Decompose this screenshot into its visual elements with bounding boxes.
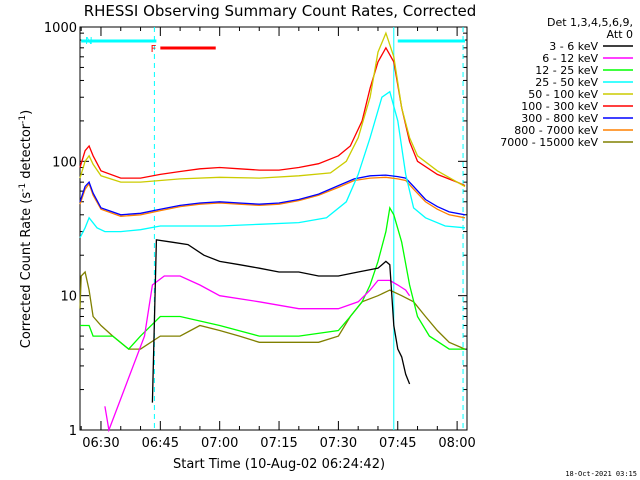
legend-label: 100 - 300 keV	[521, 100, 598, 113]
legend-label: 25 - 50 keV	[535, 76, 598, 89]
series-line	[151, 239, 411, 403]
legend-label: 50 - 100 keV	[528, 88, 598, 101]
y-axis-label-start: Corrected Count Rate (s	[19, 192, 34, 349]
flag-label: F	[151, 44, 157, 55]
y-axis-label-mid: detector	[19, 123, 34, 183]
y-tick-label: 100	[52, 155, 77, 170]
y-tick-label: 1000	[44, 21, 77, 36]
x-tick-label: 07:45	[379, 436, 416, 451]
chart-title: RHESSI Observing Summary Count Rates, Co…	[84, 2, 477, 20]
legend-label: 6 - 12 keV	[542, 52, 598, 65]
series-line	[79, 270, 466, 350]
x-tick-label: 06:30	[82, 436, 119, 451]
y-tick-label: 10	[60, 290, 77, 305]
legend-label: 3 - 6 keV	[549, 40, 598, 53]
x-tick-label: 08:00	[438, 436, 475, 451]
y-axis-label-sup2: -1	[18, 115, 28, 124]
series-line	[79, 176, 466, 219]
series-lines	[79, 31, 466, 433]
legend-label: 300 - 800 keV	[521, 112, 598, 125]
generated-timestamp: 18-Oct-2021 03:15	[565, 470, 637, 478]
y-axis-label-end: )	[19, 110, 34, 115]
series-line	[79, 174, 466, 216]
flag-label: N	[85, 36, 92, 47]
x-axis: 06:30 06:45 07:00 07:15 07:30 07:45 08:00	[80, 27, 476, 451]
series-line	[79, 90, 466, 238]
x-tick-label: 07:00	[201, 436, 238, 451]
plot-area	[79, 26, 468, 431]
y-tick-label: 1	[69, 424, 77, 439]
legend-detectors: Det 1,3,4,5,6,9,	[547, 16, 633, 29]
legend-label: 7000 - 15000 keV	[500, 136, 598, 149]
vertical-markers	[153, 27, 464, 430]
legend-label: 800 - 7000 keV	[514, 124, 598, 137]
y-axis: 1 10 100 1000	[44, 21, 467, 439]
series-line	[79, 31, 466, 188]
x-tick-label: 06:45	[142, 436, 179, 451]
series-line	[79, 46, 466, 187]
flag-bars: FN	[81, 36, 466, 55]
x-tick-label: 07:15	[260, 436, 297, 451]
legend-attenuator: Att 0	[607, 28, 633, 41]
legend-label: 12 - 25 keV	[535, 64, 598, 77]
y-axis-label: Corrected Count Rate (s-1 detector-1)	[18, 110, 34, 348]
series-line	[80, 206, 465, 350]
x-tick-label: 07:30	[320, 436, 357, 451]
x-axis-label: Start Time (10-Aug-02 06:24:42)	[173, 457, 385, 472]
y-axis-label-sup1: -1	[18, 183, 28, 192]
